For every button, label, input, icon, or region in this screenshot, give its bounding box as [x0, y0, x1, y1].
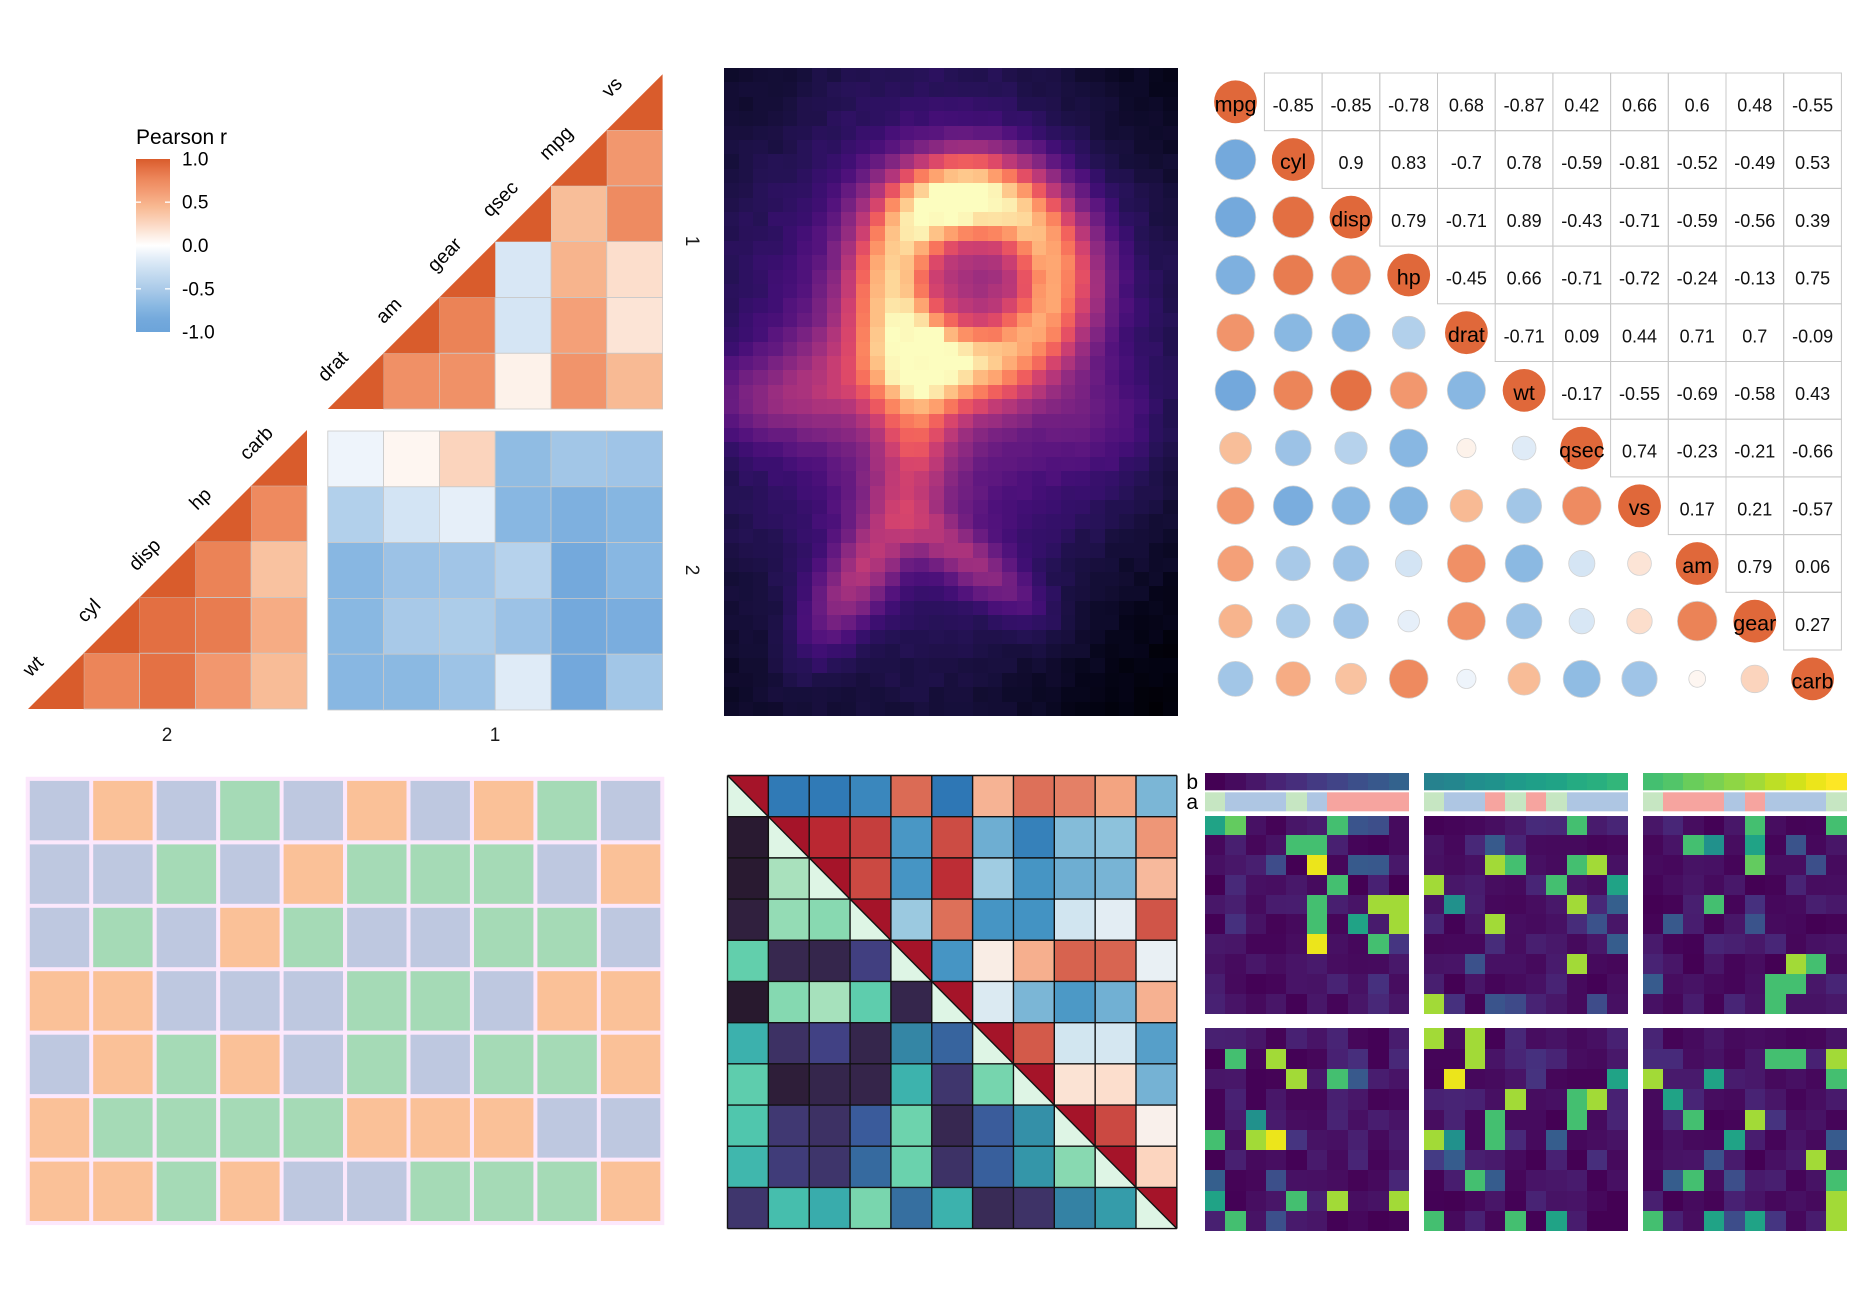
svg-text:-0.49: -0.49 — [1734, 153, 1775, 173]
svg-text:0.53: 0.53 — [1795, 153, 1830, 173]
svg-text:-0.81: -0.81 — [1619, 153, 1660, 173]
svg-text:1: 1 — [490, 725, 501, 746]
svg-text:1: 1 — [681, 236, 702, 247]
svg-text:vs: vs — [1629, 496, 1651, 520]
svg-text:wt: wt — [1512, 381, 1535, 405]
svg-text:0.66: 0.66 — [1622, 96, 1657, 116]
svg-text:0.7: 0.7 — [1742, 326, 1767, 346]
svg-text:gear: gear — [1733, 612, 1776, 636]
svg-text:0.66: 0.66 — [1507, 269, 1542, 289]
svg-text:0.17: 0.17 — [1680, 499, 1715, 519]
svg-text:0.0: 0.0 — [182, 236, 208, 257]
svg-text:-0.24: -0.24 — [1677, 269, 1718, 289]
svg-text:-0.85: -0.85 — [1273, 96, 1314, 116]
svg-text:0.78: 0.78 — [1507, 153, 1542, 173]
svg-text:0.71: 0.71 — [1680, 326, 1715, 346]
svg-text:0.39: 0.39 — [1795, 211, 1830, 231]
svg-text:0.74: 0.74 — [1622, 442, 1657, 462]
svg-text:-0.55: -0.55 — [1619, 384, 1660, 404]
svg-text:-0.58: -0.58 — [1734, 384, 1775, 404]
svg-text:-0.13: -0.13 — [1734, 269, 1775, 289]
svg-text:-1.0: -1.0 — [182, 323, 215, 344]
svg-text:qsec: qsec — [1559, 439, 1605, 463]
svg-text:-0.71: -0.71 — [1504, 326, 1545, 346]
svg-text:-0.85: -0.85 — [1330, 96, 1371, 116]
svg-text:-0.59: -0.59 — [1561, 153, 1602, 173]
svg-text:cyl: cyl — [1280, 150, 1306, 174]
svg-text:0.21: 0.21 — [1737, 499, 1772, 519]
svg-text:0.5: 0.5 — [182, 193, 208, 214]
svg-text:mpg: mpg — [1215, 92, 1257, 116]
svg-text:-0.66: -0.66 — [1792, 442, 1833, 462]
svg-text:0.06: 0.06 — [1795, 557, 1830, 577]
svg-text:a: a — [1186, 791, 1198, 814]
svg-text:carb: carb — [1792, 669, 1834, 693]
svg-text:0.43: 0.43 — [1795, 384, 1830, 404]
svg-text:2: 2 — [681, 565, 702, 576]
svg-text:-0.55: -0.55 — [1792, 96, 1833, 116]
svg-text:0.48: 0.48 — [1737, 96, 1772, 116]
svg-text:0.42: 0.42 — [1564, 96, 1599, 116]
svg-text:-0.69: -0.69 — [1677, 384, 1718, 404]
svg-text:-0.09: -0.09 — [1792, 326, 1833, 346]
svg-text:b: b — [1186, 771, 1198, 794]
svg-text:-0.5: -0.5 — [182, 279, 215, 300]
svg-text:am: am — [1682, 554, 1712, 578]
svg-text:0.68: 0.68 — [1449, 96, 1484, 116]
svg-text:-0.87: -0.87 — [1504, 96, 1545, 116]
svg-text:drat: drat — [1448, 323, 1485, 347]
svg-text:-0.59: -0.59 — [1677, 211, 1718, 231]
svg-text:-0.71: -0.71 — [1619, 211, 1660, 231]
svg-text:-0.57: -0.57 — [1792, 499, 1833, 519]
svg-text:0.89: 0.89 — [1507, 211, 1542, 231]
svg-text:-0.71: -0.71 — [1446, 211, 1487, 231]
svg-text:-0.45: -0.45 — [1446, 269, 1487, 289]
svg-text:-0.78: -0.78 — [1388, 96, 1429, 116]
svg-text:0.83: 0.83 — [1391, 153, 1426, 173]
svg-text:0.09: 0.09 — [1564, 326, 1599, 346]
svg-text:-0.71: -0.71 — [1561, 269, 1602, 289]
svg-text:0.75: 0.75 — [1795, 269, 1830, 289]
svg-text:0.44: 0.44 — [1622, 326, 1657, 346]
svg-text:-0.21: -0.21 — [1734, 442, 1775, 462]
svg-text:-0.72: -0.72 — [1619, 269, 1660, 289]
svg-text:0.6: 0.6 — [1685, 96, 1710, 116]
svg-text:0.79: 0.79 — [1737, 557, 1772, 577]
svg-text:-0.43: -0.43 — [1561, 211, 1602, 231]
svg-text:-0.56: -0.56 — [1734, 211, 1775, 231]
svg-text:-0.23: -0.23 — [1677, 442, 1718, 462]
svg-text:2: 2 — [162, 725, 173, 746]
svg-text:hp: hp — [1397, 265, 1421, 289]
svg-text:0.9: 0.9 — [1338, 153, 1363, 173]
svg-text:-0.7: -0.7 — [1451, 153, 1482, 173]
svg-text:0.79: 0.79 — [1391, 211, 1426, 231]
svg-text:0.27: 0.27 — [1795, 615, 1830, 635]
svg-text:-0.52: -0.52 — [1677, 153, 1718, 173]
svg-text:Pearson r: Pearson r — [136, 126, 227, 149]
svg-text:1.0: 1.0 — [182, 150, 208, 171]
svg-text:disp: disp — [1331, 208, 1370, 232]
svg-text:-0.17: -0.17 — [1561, 384, 1602, 404]
